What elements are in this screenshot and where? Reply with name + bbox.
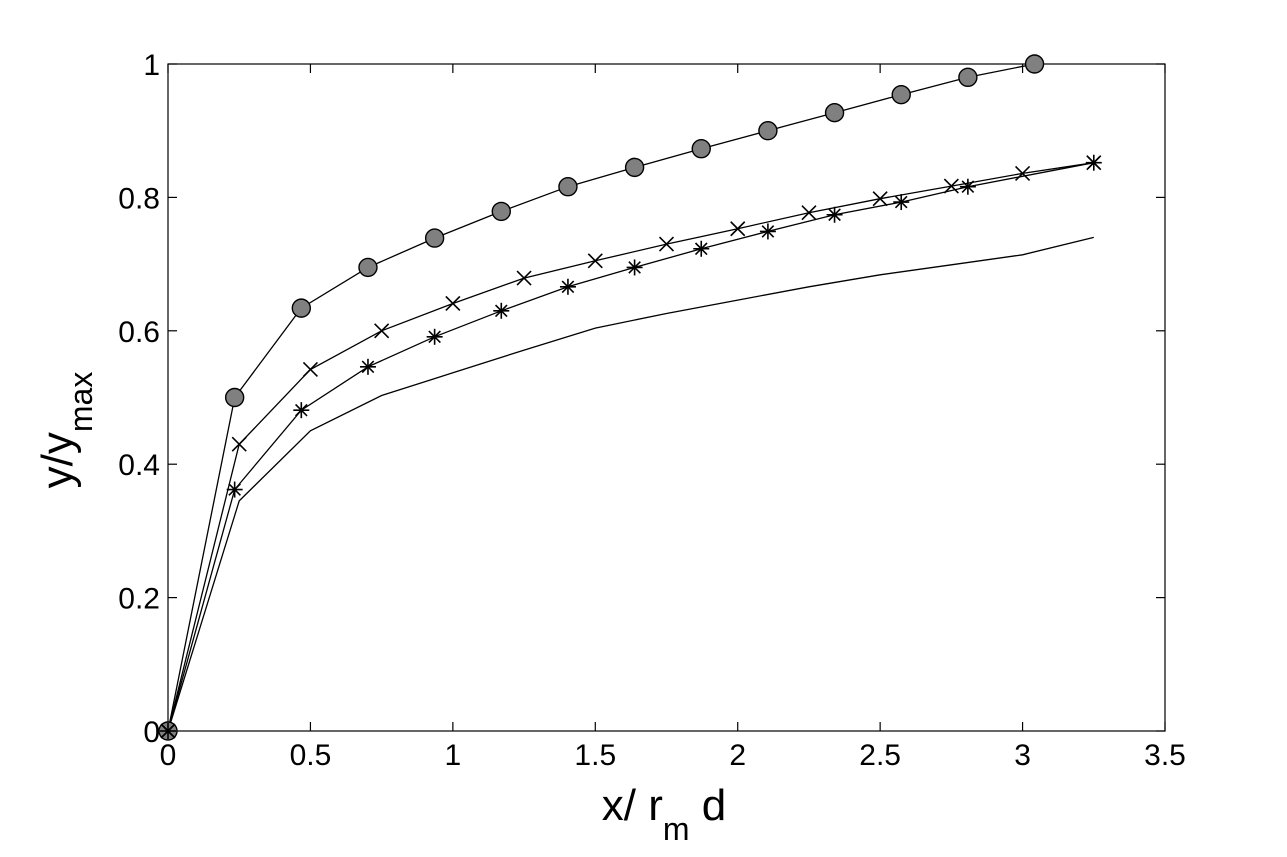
series-point-star <box>826 206 843 223</box>
series-line-3 <box>167 162 1094 732</box>
x-tick-label: 0.5 <box>290 739 332 772</box>
series-point-star <box>626 259 643 276</box>
series-point-x <box>587 253 603 269</box>
series-point-circle <box>758 120 778 141</box>
series-point-star <box>693 240 710 257</box>
y-tick-label: 0.4 <box>118 449 160 482</box>
series-point-circle <box>891 84 911 105</box>
series-point-star <box>559 278 576 295</box>
series-point-x <box>516 270 532 286</box>
x-axis-label: x/ rm d <box>602 781 726 847</box>
series-point-x <box>302 361 318 378</box>
series-point-circle <box>558 177 578 197</box>
series-point-x <box>445 295 461 312</box>
series-point-circle <box>1024 54 1045 74</box>
series-point-circle <box>691 139 711 159</box>
series-point-circle <box>624 157 645 178</box>
plot-area <box>167 63 1166 732</box>
x-tick-label: 2 <box>729 739 746 772</box>
series-point-x <box>872 191 888 207</box>
series-line-2 <box>167 162 1094 732</box>
series-point-x <box>943 178 959 194</box>
series-point-x <box>231 436 247 452</box>
series-point-star <box>293 402 310 419</box>
axis-ticks <box>167 63 1166 732</box>
x-tick-label: 1.5 <box>574 739 616 772</box>
series-point-x <box>801 205 817 221</box>
series-point-star <box>759 223 776 240</box>
series-line-1 <box>167 63 1035 732</box>
series-lines <box>167 63 1094 732</box>
y-axis-label: y/ymax <box>33 372 99 489</box>
y-tick-label: 0.2 <box>118 583 160 616</box>
y-tick-label: 1 <box>143 49 160 82</box>
y-tick-label: 0.6 <box>118 316 160 349</box>
series-point-star <box>426 328 443 345</box>
series-point-circle <box>958 67 978 88</box>
x-tick-label: 2.5 <box>859 739 901 772</box>
series-point-circle <box>424 228 445 248</box>
series-point-star <box>959 178 976 195</box>
series-point-circle <box>491 201 511 222</box>
series-point-circle <box>358 257 378 278</box>
series-point-star <box>1085 154 1102 171</box>
series-point-star <box>359 358 376 375</box>
series-point-star <box>493 302 510 319</box>
series-point-x <box>374 323 390 339</box>
series-point-circle <box>824 102 845 123</box>
series-point-star <box>160 723 176 739</box>
x-tick-label: 3 <box>1014 739 1031 772</box>
series-point-circle <box>291 298 312 318</box>
series-point-x <box>658 236 675 252</box>
x-tick-label: 1 <box>445 739 462 772</box>
y-tick-label: 0 <box>143 716 160 749</box>
series-point-star <box>226 481 243 498</box>
series-point-star <box>893 194 910 211</box>
series-markers <box>158 54 1102 741</box>
series-point-circle <box>224 387 245 408</box>
series-line-4 <box>167 236 1094 732</box>
x-tick-label: 0 <box>160 739 177 772</box>
series-point-x <box>1015 165 1031 181</box>
x-tick-label: 3.5 <box>1144 739 1186 772</box>
y-tick-label: 0.8 <box>118 182 160 215</box>
tick-labels: 0 0.5 1 1.5 2 2.5 3 3.5 0 0.2 0.4 0.6 0.8 1 <box>118 49 1186 772</box>
series-point-x <box>730 221 746 237</box>
